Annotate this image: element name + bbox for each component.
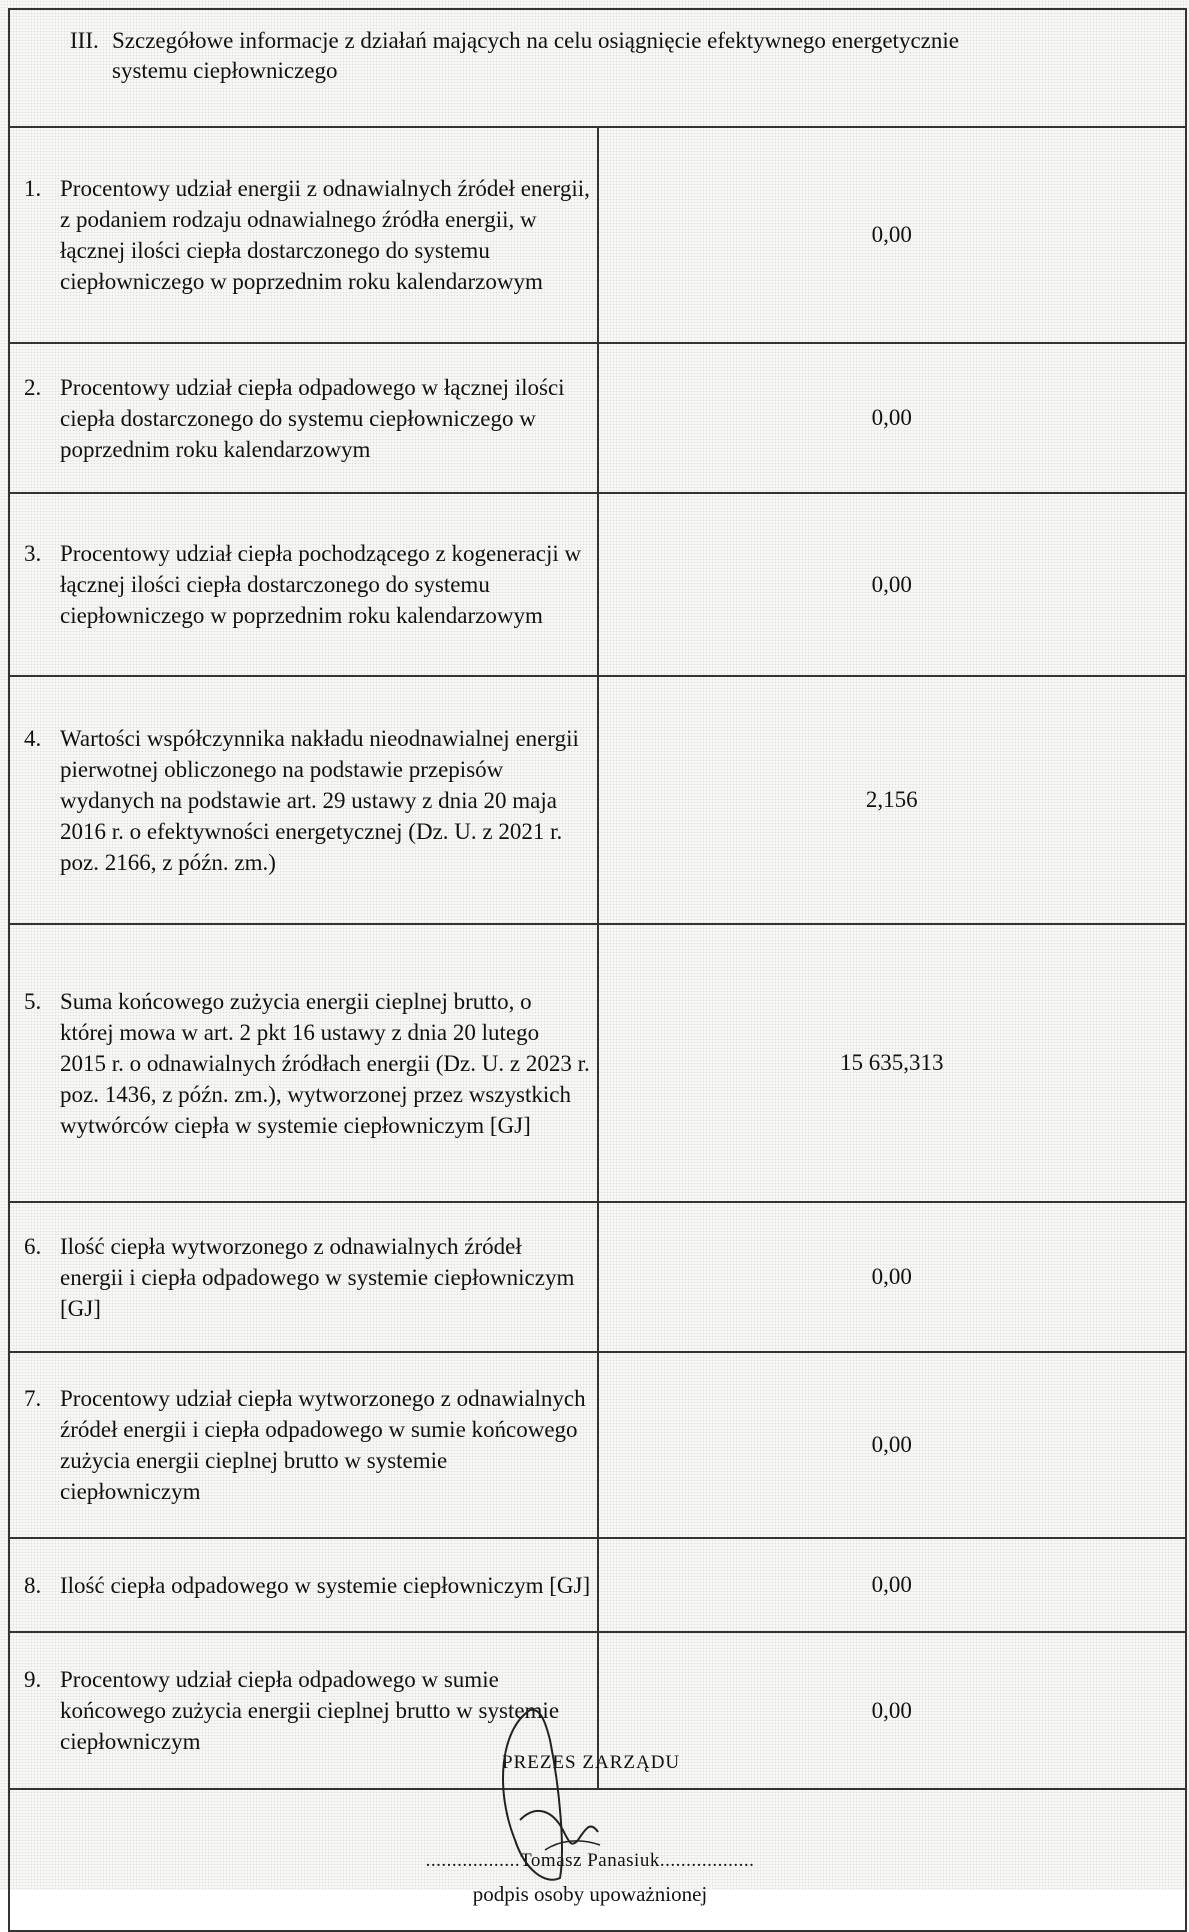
section-title-line1: Szczegółowe informacje z działań mającyc… — [112, 28, 959, 53]
row-text: Suma końcowego zużycia energii cieplnej … — [60, 988, 590, 1138]
row-label: 6. Ilość ciepła wytworzonego z odnawialny… — [8, 1201, 599, 1353]
table-row: 9. Procentowy udział ciepła odpadowego w … — [8, 1631, 1187, 1790]
row-value: 0,00 — [596, 492, 1187, 677]
row-text: Procentowy udział ciepła pochodzącego z … — [60, 541, 582, 628]
row-label: 3. Procentowy udział ciepła pochodzącego … — [8, 492, 599, 677]
row-label: 7. Procentowy udział ciepła wytworzonego … — [8, 1351, 599, 1539]
row-number: 7. — [24, 1386, 42, 1411]
row-text: Procentowy udział energii z odnawialnych… — [60, 176, 590, 294]
row-number: 4. — [24, 725, 42, 751]
section-title-line2: systemu ciepłowniczego — [112, 58, 338, 83]
row-value: 0,00 — [596, 1631, 1187, 1790]
row-value: 0,00 — [596, 1537, 1187, 1633]
info-table: III. Szczegółowe informacje z działań maj… — [8, 8, 1187, 1932]
row-number: 5. — [24, 988, 42, 1014]
row-value: 15 635,313 — [596, 923, 1187, 1203]
table-row: 7. Procentowy udział ciepła wytworzonego … — [8, 1351, 1187, 1539]
row-label: 1. Procentowy udział energii z odnawialny… — [8, 126, 599, 344]
row-text: Wartości współczynnika nakładu nieodnawi… — [60, 725, 579, 875]
table-row: 6. Ilość ciepła wytworzonego z odnawialny… — [8, 1201, 1187, 1353]
row-number: 3. — [24, 541, 42, 566]
row-value: 2,156 — [596, 675, 1187, 925]
row-number: 9. — [24, 1667, 42, 1692]
row-text: Ilość ciepła odpadowego w systemie ciepł… — [60, 1572, 591, 1598]
table-row: 2. Procentowy udział ciepła odpadowego w … — [8, 342, 1187, 494]
row-value: 0,00 — [596, 1201, 1187, 1353]
row-number: 8. — [24, 1572, 42, 1598]
row-number: 6. — [24, 1233, 42, 1259]
table-row: 5. Suma końcowego zużycia energii cieplne… — [8, 923, 1187, 1203]
row-label: 5. Suma końcowego zużycia energii cieplne… — [8, 923, 599, 1203]
row-text: Procentowy udział ciepła odpadowego w su… — [60, 1667, 560, 1754]
row-text: Procentowy udział ciepła wytworzonego z … — [60, 1386, 586, 1504]
row-text: Ilość ciepła wytworzonego z odnawialnych… — [60, 1233, 575, 1321]
row-label: 9. Procentowy udział ciepła odpadowego w … — [8, 1631, 599, 1790]
stamp-text: PREZES ZARZĄDU — [502, 1752, 681, 1773]
row-value: 0,00 — [596, 342, 1187, 494]
table-row: 3. Procentowy udział ciepła pochodzącego … — [8, 492, 1187, 677]
row-label: 2. Procentowy udział ciepła odpadowego w … — [8, 342, 599, 494]
row-number: 1. — [24, 176, 42, 201]
table-row: 8. Ilość ciepła odpadowego w systemie cie… — [8, 1537, 1187, 1633]
table-row: 1. Procentowy udział energii z odnawialny… — [8, 126, 1187, 344]
handwritten-signature-icon — [502, 1708, 601, 1881]
row-value: 0,00 — [596, 126, 1187, 344]
row-label: 4. Wartości współczynnika nakładu nieodna… — [8, 675, 599, 925]
row-label: 8. Ilość ciepła odpadowego w systemie cie… — [8, 1537, 599, 1633]
table-row: 4. Wartości współczynnika nakładu nieodna… — [8, 675, 1187, 925]
section-header: III. Szczegółowe informacje z działań maj… — [8, 8, 1187, 128]
section-number: III. — [70, 28, 99, 53]
row-text: Procentowy udział ciepła odpadowego w łą… — [60, 374, 565, 462]
signature-name-line: ..................Tomasz Panasiuk.......… — [425, 1850, 755, 1871]
section-header-row: III. Szczegółowe informacje z działań maj… — [8, 8, 1187, 128]
row-number: 2. — [24, 374, 42, 400]
row-value: 0,00 — [596, 1351, 1187, 1539]
